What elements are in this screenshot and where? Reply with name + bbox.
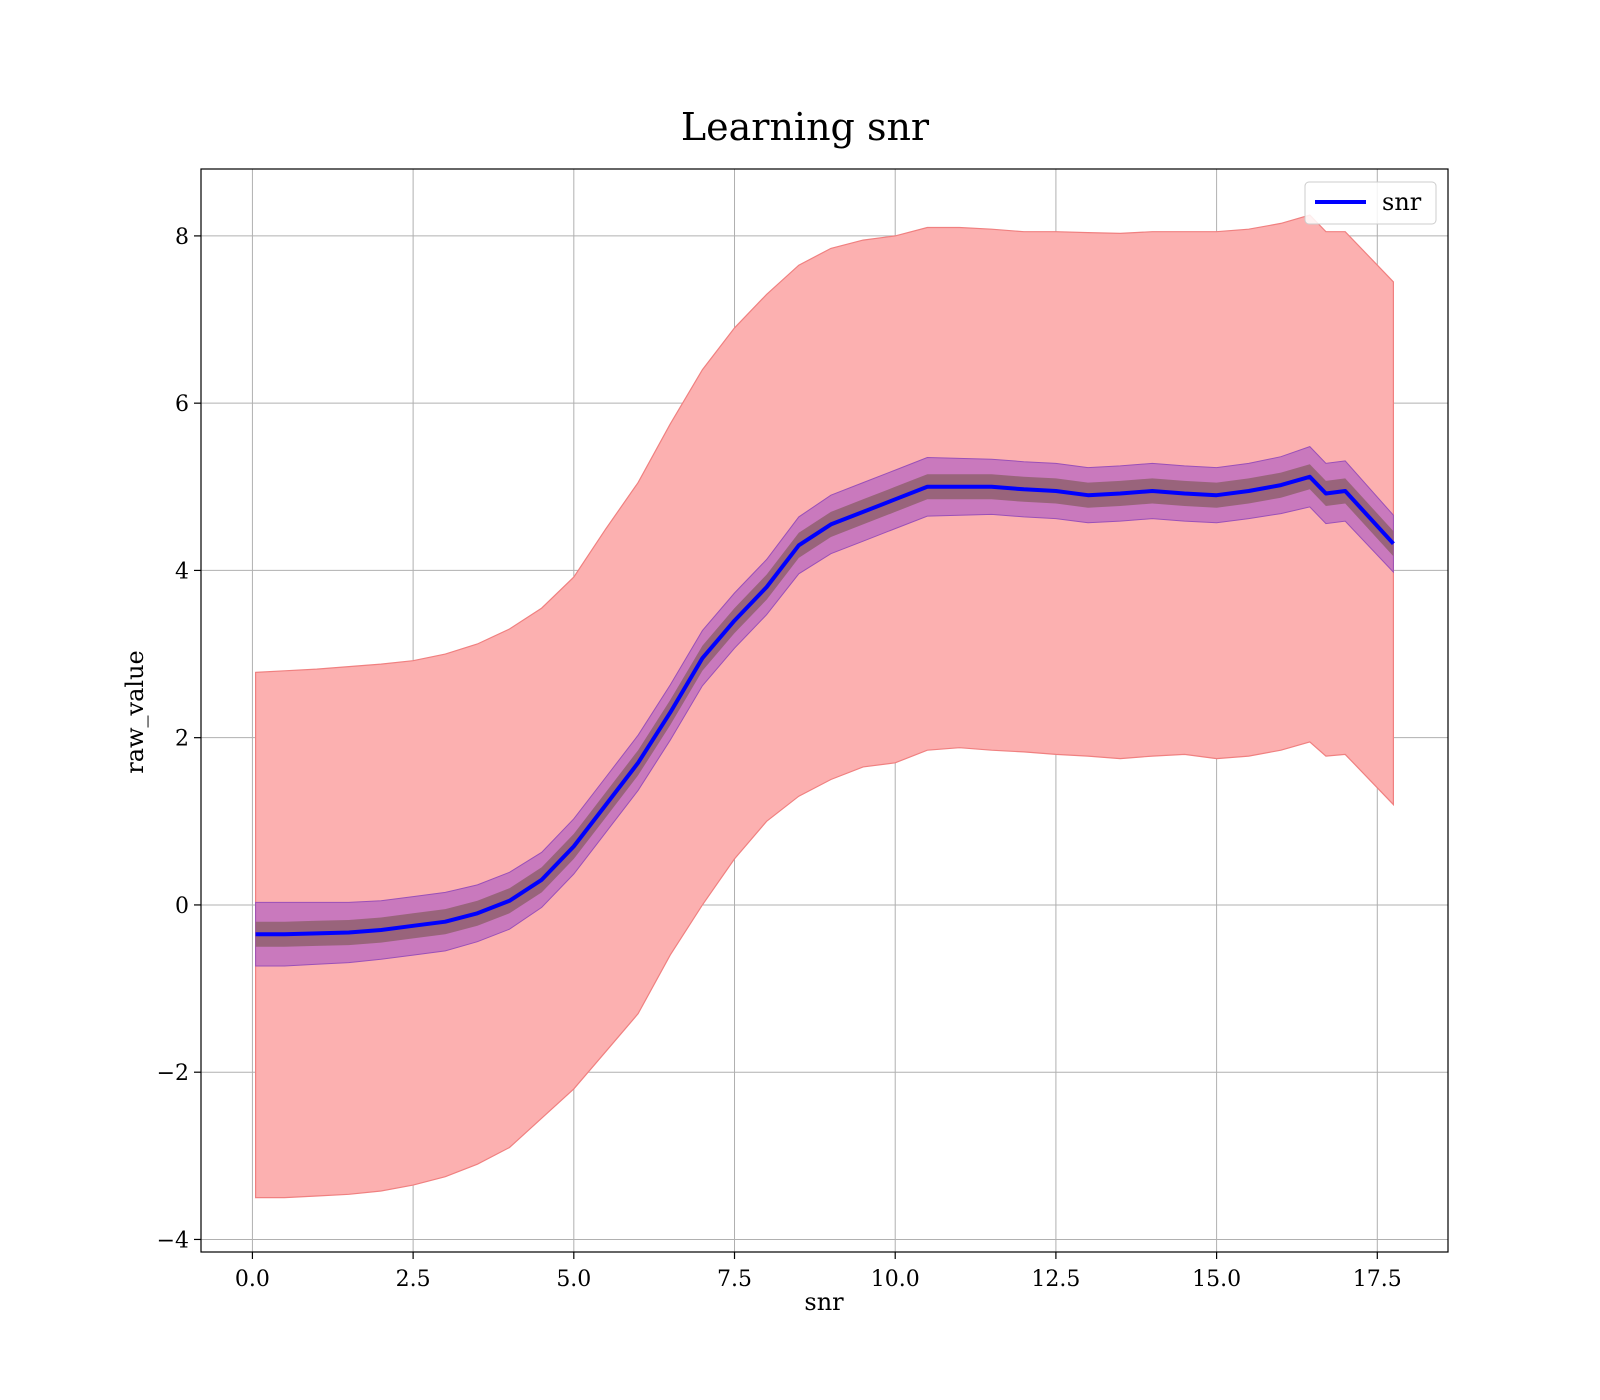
y-tick-label: 8: [175, 225, 189, 250]
inner-confidence-band: [255, 446, 1394, 967]
band-layer: [255, 214, 1394, 1199]
x-tick-label: 0.0: [235, 1267, 270, 1292]
x-tick-label: 2.5: [396, 1267, 431, 1292]
y-tick-label: −4: [157, 1228, 189, 1253]
legend-box: [1304, 181, 1437, 225]
plot-area-frame: [200, 168, 1449, 1253]
y-axis-ticks: −4 −2 0 2 4 6 8: [157, 225, 201, 1253]
y-tick-label: 0: [175, 894, 189, 919]
y-tick-label: −2: [157, 1061, 189, 1086]
x-axis-ticks: 0.0 2.5 5.0 7.5 10.0 12.5 15.0 17.5: [235, 1252, 1402, 1292]
line-layer: [255, 474, 1395, 937]
x-tick-label: 7.5: [717, 1267, 752, 1292]
x-tick-label: 10.0: [871, 1267, 920, 1292]
x-tick-label: 5.0: [556, 1267, 591, 1292]
series-line-snr: [255, 474, 1395, 937]
y-tick-label: 6: [175, 392, 189, 417]
y-axis-label: raw_value: [121, 650, 149, 774]
legend-label-snr: snr: [1382, 188, 1422, 216]
x-tick-label: 15.0: [1192, 1267, 1241, 1292]
legend: snr: [1304, 181, 1437, 225]
y-tick-label: 2: [175, 727, 189, 752]
x-axis-label: snr: [804, 1288, 844, 1316]
outer-confidence-band: [255, 214, 1394, 1199]
x-tick-label: 12.5: [1031, 1267, 1080, 1292]
x-tick-label: 17.5: [1353, 1267, 1402, 1292]
chart-title: Learning snr: [681, 105, 930, 149]
y-tick-label: 4: [175, 559, 189, 584]
